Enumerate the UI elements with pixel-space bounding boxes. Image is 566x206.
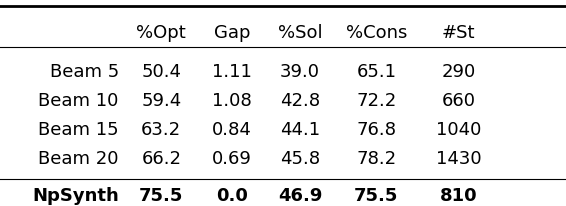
Text: 72.2: 72.2 (356, 92, 397, 110)
Text: %Opt: %Opt (136, 24, 186, 42)
Text: Beam 10: Beam 10 (38, 92, 119, 110)
Text: 59.4: 59.4 (141, 92, 182, 110)
Text: 660: 660 (441, 92, 475, 110)
Text: 45.8: 45.8 (280, 150, 320, 168)
Text: %Sol: %Sol (278, 24, 322, 42)
Text: 0.84: 0.84 (212, 121, 252, 139)
Text: 75.5: 75.5 (139, 187, 183, 205)
Text: 810: 810 (440, 187, 477, 205)
Text: 39.0: 39.0 (280, 63, 320, 81)
Text: 75.5: 75.5 (354, 187, 398, 205)
Text: 1040: 1040 (436, 121, 481, 139)
Text: 1.08: 1.08 (212, 92, 252, 110)
Text: Gap: Gap (214, 24, 250, 42)
Text: 42.8: 42.8 (280, 92, 320, 110)
Text: Beam 20: Beam 20 (38, 150, 119, 168)
Text: 0.0: 0.0 (216, 187, 248, 205)
Text: 65.1: 65.1 (357, 63, 396, 81)
Text: 76.8: 76.8 (357, 121, 396, 139)
Text: 50.4: 50.4 (142, 63, 181, 81)
Text: 63.2: 63.2 (142, 121, 181, 139)
Text: 78.2: 78.2 (357, 150, 396, 168)
Text: 290: 290 (441, 63, 475, 81)
Text: 1.11: 1.11 (212, 63, 252, 81)
Text: 1430: 1430 (436, 150, 481, 168)
Text: 44.1: 44.1 (280, 121, 320, 139)
Text: 66.2: 66.2 (142, 150, 181, 168)
Text: Beam 5: Beam 5 (50, 63, 119, 81)
Text: NpSynth: NpSynth (32, 187, 119, 205)
Text: 0.69: 0.69 (212, 150, 252, 168)
Text: 46.9: 46.9 (278, 187, 322, 205)
Text: Beam 15: Beam 15 (38, 121, 119, 139)
Text: %Cons: %Cons (346, 24, 407, 42)
Text: #St: #St (441, 24, 475, 42)
